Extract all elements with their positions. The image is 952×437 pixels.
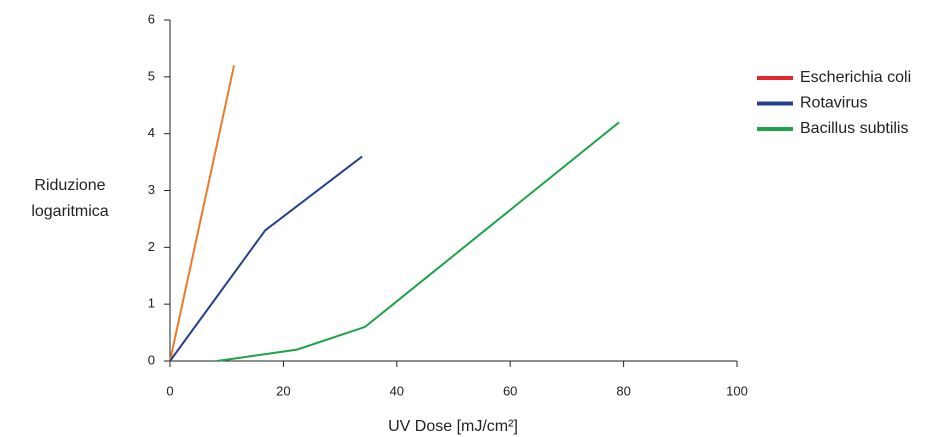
y-tick-label: 1 (148, 296, 155, 311)
y-tick-label: 5 (148, 68, 155, 83)
legend-label: Rotavirus (800, 95, 868, 112)
y-tick-label: 6 (148, 11, 155, 26)
x-tick-label: 40 (390, 383, 404, 398)
series-line (169, 155, 363, 362)
x-tick-label: 80 (616, 383, 630, 398)
x-tick-label: 0 (166, 383, 173, 398)
y-tick-label: 3 (148, 182, 155, 197)
x-tick-label: 100 (726, 383, 748, 398)
x-axis-label: UV Dose [mJ/cm²] (388, 418, 518, 435)
legend-label: Bacillus subtilis (800, 120, 908, 137)
y-tick-label: 2 (148, 239, 155, 254)
series-line (216, 121, 620, 362)
series-line (169, 65, 236, 362)
y-tick-label: 4 (148, 125, 155, 140)
y-tick-label: 0 (148, 352, 155, 367)
y-axis-label: logaritmica (31, 203, 108, 220)
y-axis-label: Riduzione (34, 177, 105, 194)
x-tick-label: 20 (276, 383, 290, 398)
legend-label: Escherichia coli (800, 69, 911, 86)
x-tick-label: 60 (503, 383, 517, 398)
